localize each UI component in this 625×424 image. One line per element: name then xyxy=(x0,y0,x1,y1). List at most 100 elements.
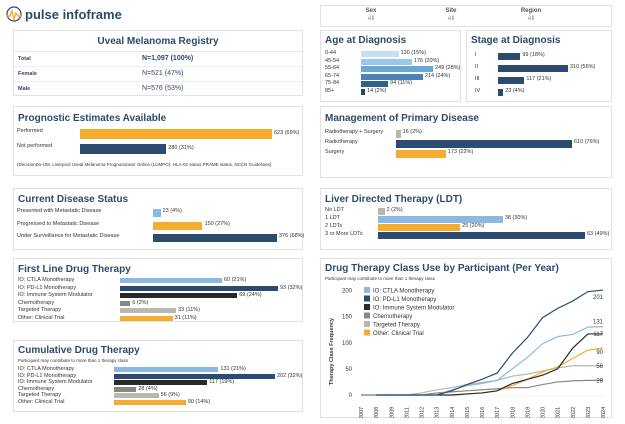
bar[interactable] xyxy=(396,130,401,138)
management-panel: Management of Primary Disease Radiothera… xyxy=(320,106,612,178)
legend-swatch xyxy=(364,295,370,302)
bar-value: 130 (15%) xyxy=(400,50,426,56)
legend-swatch xyxy=(364,304,370,310)
age-title: Age at Diagnosis xyxy=(325,35,407,46)
y-tick-label: 0 xyxy=(349,393,353,399)
bar-label: IO: Immune System Modulator xyxy=(18,379,93,385)
bar[interactable] xyxy=(120,293,238,298)
stage-title: Stage at Diagnosis xyxy=(471,35,561,46)
bar[interactable] xyxy=(378,208,385,215)
bar-value: 63 (49%) xyxy=(587,231,610,237)
bar-value: 23 (4%) xyxy=(162,208,182,214)
x-tick-label: 2024 xyxy=(601,407,607,418)
pulse-logo-icon xyxy=(6,6,22,22)
x-tick-label: 2020 xyxy=(541,407,547,418)
legend-label: Chemotherapy xyxy=(373,314,412,320)
disease-status-title: Current Disease Status xyxy=(18,194,129,205)
bar[interactable] xyxy=(498,65,568,72)
line-chart-panel: Drug Therapy Class Use by Participant (P… xyxy=(320,258,612,418)
registry-row-value: N=576 (53%) xyxy=(142,85,184,92)
x-tick-label: 2017 xyxy=(495,407,501,418)
bar-value: 131 (21%) xyxy=(220,366,246,372)
bar[interactable] xyxy=(498,77,525,84)
bar[interactable] xyxy=(378,224,461,231)
series-end-label: 28 xyxy=(596,378,603,384)
bar[interactable] xyxy=(114,380,208,385)
bar[interactable] xyxy=(120,300,131,306)
legend-label: IO: Immune System Modulator xyxy=(373,306,454,312)
filter-site[interactable]: Site All xyxy=(421,8,481,22)
first-line-bar-chart: IO: CTLA Monotherapy 60 (21%) IO: PD-L1 Mo… xyxy=(14,277,304,323)
bar-value: 117 (21%) xyxy=(526,76,552,82)
x-tick-label: 2013 xyxy=(435,407,441,418)
bar-value: 376 (68%) xyxy=(279,233,305,239)
bar[interactable] xyxy=(120,308,177,313)
bar-label: IO: CTLA Monotherapy xyxy=(18,277,75,283)
bar-label: Progressed to Metastatic Disease xyxy=(17,220,100,227)
management-bar-chart: Radiotherapy + Surgery 16 (2%) Radiotherap… xyxy=(321,127,613,167)
bar[interactable] xyxy=(378,232,585,239)
bar[interactable] xyxy=(361,66,433,72)
bar[interactable] xyxy=(396,150,446,158)
series-end-label: 90 xyxy=(596,350,603,356)
bar-value: 38 (30%) xyxy=(504,215,528,221)
y-tick-label: 100 xyxy=(342,341,353,347)
bar-value: 93 (32%) xyxy=(280,284,303,291)
first-line-panel: First Line Drug Therapy IO: CTLA Monothe… xyxy=(13,258,303,322)
y-tick-label: 150 xyxy=(342,315,353,321)
bar[interactable] xyxy=(153,209,161,217)
bar[interactable] xyxy=(396,140,572,148)
bar-value: 69 (24%) xyxy=(239,292,262,298)
bar-value: 14 (2%) xyxy=(367,87,387,94)
bar[interactable] xyxy=(153,221,203,230)
bar[interactable] xyxy=(114,373,275,379)
disease-status-bar-chart: Presented with Metastatic Disease 23 (4%)… xyxy=(14,207,304,249)
x-tick-label: 2012 xyxy=(420,407,426,418)
bar[interactable] xyxy=(361,73,423,80)
bar[interactable] xyxy=(378,216,503,223)
bar[interactable] xyxy=(114,399,186,405)
bar[interactable] xyxy=(80,129,272,139)
bar[interactable] xyxy=(114,386,137,392)
x-tick-label: 2011 xyxy=(404,407,410,418)
bar-value: 214 (24%) xyxy=(424,72,451,79)
bar[interactable] xyxy=(114,393,159,398)
bar[interactable] xyxy=(498,89,504,96)
bar[interactable] xyxy=(361,51,399,57)
bar-value: 33 (11%) xyxy=(178,307,200,313)
x-tick-label: 2023 xyxy=(586,407,592,418)
bar[interactable] xyxy=(498,53,521,60)
age-bar-chart: 0-44 130 (15%) 45-54 176 (20%) 55-64 249 (28%… xyxy=(321,49,462,99)
registry-row-value: N=1,097 (100%) xyxy=(142,55,194,62)
bar-value: 117 (19%) xyxy=(209,379,235,385)
bar[interactable] xyxy=(361,58,412,65)
bar-label: III xyxy=(475,76,480,82)
registry-title: Uveal Melanoma Registry xyxy=(97,36,219,47)
filter-sex-value: All xyxy=(367,16,375,22)
bar-value: 6 (2%) xyxy=(132,299,149,306)
bar-value: 623 (69%) xyxy=(274,130,300,136)
bar[interactable] xyxy=(120,278,222,283)
filter-region[interactable]: Region All xyxy=(501,8,561,22)
bar-value: 249 (28%) xyxy=(435,65,461,71)
bar[interactable] xyxy=(114,367,219,372)
bar[interactable] xyxy=(120,285,278,291)
bar[interactable] xyxy=(361,88,366,95)
series-end-label: 117 xyxy=(593,332,603,338)
bar-label: Targeted Therapy xyxy=(18,307,62,313)
filter-sex[interactable]: Sex All xyxy=(341,8,401,22)
registry-row-value: N=521 (47%) xyxy=(142,70,184,77)
bar[interactable] xyxy=(153,234,277,242)
bar-label: Under Surveillance for Metastatic Diseas… xyxy=(17,233,120,239)
x-tick-label: 2014 xyxy=(450,407,456,418)
cumulative-panel: Cumulative Drug Therapy Participant may … xyxy=(13,340,303,412)
y-tick-label: 200 xyxy=(342,289,353,295)
bar[interactable] xyxy=(120,315,173,321)
stage-panel: Stage at Diagnosis I 99 (18%) II 310 (56%) I… xyxy=(466,30,612,102)
bar-label: 85+ xyxy=(325,87,335,94)
bar-label: Radiotherapy xyxy=(325,139,358,145)
logo: pulse infoframe xyxy=(4,4,122,24)
x-tick-label: 2022 xyxy=(571,407,577,418)
bar[interactable] xyxy=(361,81,389,87)
bar[interactable] xyxy=(80,144,167,154)
